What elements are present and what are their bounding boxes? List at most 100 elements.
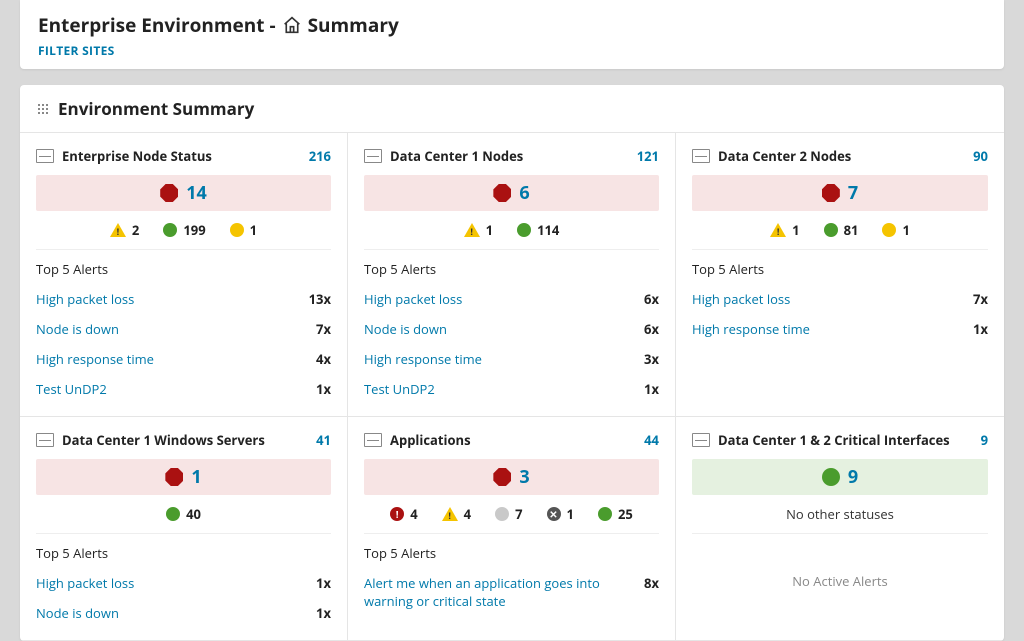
status-item[interactable]: 25 xyxy=(598,505,633,523)
status-banner[interactable]: 1 xyxy=(36,459,331,495)
card-count[interactable]: 216 xyxy=(309,147,331,165)
alert-link[interactable]: Node is down xyxy=(36,320,119,338)
down-icon: ✕ xyxy=(547,507,561,521)
status-banner[interactable]: 7 xyxy=(692,175,988,211)
alert-link[interactable]: High response time xyxy=(364,350,482,368)
alert-link[interactable]: Test UnDP2 xyxy=(36,380,107,398)
environment-summary-section: Environment Summary Enterprise Node Stat… xyxy=(20,85,1004,641)
ok-icon xyxy=(598,507,612,521)
alert-count: 1x xyxy=(316,604,331,622)
alerts-title: Top 5 Alerts xyxy=(36,544,331,562)
section-header: Environment Summary xyxy=(20,85,1004,133)
unreachable-icon xyxy=(495,507,509,521)
critical-icon xyxy=(822,184,840,202)
status-banner[interactable]: 9 xyxy=(692,459,988,495)
alert-link[interactable]: Alert me when an application goes into w… xyxy=(364,574,600,610)
warning-icon xyxy=(770,223,786,237)
alert-count: 6x xyxy=(644,290,659,308)
alert-count: 1x xyxy=(973,320,988,338)
status-item[interactable]: 7 xyxy=(495,505,522,523)
ok-icon xyxy=(166,507,180,521)
alerts-title: Top 5 Alerts xyxy=(364,260,659,278)
alert-link[interactable]: High response time xyxy=(692,320,810,338)
critical-alert-icon: ! xyxy=(390,507,404,521)
card-count[interactable]: 41 xyxy=(316,431,331,449)
status-item[interactable]: 1 xyxy=(882,221,909,239)
status-item[interactable]: ✕1 xyxy=(547,505,574,523)
status-item[interactable]: 199 xyxy=(163,221,205,239)
alert-link[interactable]: High response time xyxy=(36,350,154,368)
ok-icon xyxy=(163,223,177,237)
ok-icon xyxy=(517,223,531,237)
banner-value: 7 xyxy=(848,181,858,205)
alert-row: Node is down 1x xyxy=(36,598,331,628)
card-dc2-nodes: Data Center 2 Nodes9071811Top 5 AlertsHi… xyxy=(676,133,1004,417)
alert-link[interactable]: Test UnDP2 xyxy=(364,380,435,398)
status-item[interactable]: 2 xyxy=(110,221,139,239)
status-item[interactable]: 1 xyxy=(230,221,257,239)
status-item[interactable]: 1 xyxy=(770,221,799,239)
node-icon xyxy=(692,433,710,447)
alert-count: 4x xyxy=(316,350,331,368)
status-item[interactable]: 4 xyxy=(442,505,471,523)
status-item[interactable]: 40 xyxy=(166,505,201,523)
card-count[interactable]: 9 xyxy=(981,431,988,449)
alert-link[interactable]: High packet loss xyxy=(36,574,134,592)
node-icon xyxy=(36,433,54,447)
card-count[interactable]: 121 xyxy=(637,147,659,165)
card-critical-interfaces: Data Center 1 & 2 Critical Interfaces99N… xyxy=(676,417,1004,641)
alert-row: High response time3x xyxy=(364,344,659,374)
card-head: Data Center 1 & 2 Critical Interfaces9 xyxy=(692,431,988,449)
card-dc1-nodes: Data Center 1 Nodes12161114Top 5 AlertsH… xyxy=(348,133,676,417)
status-row: 2 199 1 xyxy=(36,217,331,250)
critical-icon xyxy=(493,468,511,486)
alert-link[interactable]: High packet loss xyxy=(364,290,462,308)
node-icon xyxy=(692,149,710,163)
banner-value: 14 xyxy=(186,181,207,205)
banner-value: 1 xyxy=(191,465,201,489)
alert-row: Node is down 7x xyxy=(36,314,331,344)
home-icon xyxy=(282,16,302,34)
filter-sites-link[interactable]: FILTER SITES xyxy=(38,42,115,59)
banner-value: 9 xyxy=(848,465,858,489)
status-banner[interactable]: 14 xyxy=(36,175,331,211)
title-suffix: Summary xyxy=(308,12,399,38)
card-count[interactable]: 44 xyxy=(644,431,659,449)
alert-link[interactable]: High packet loss xyxy=(692,290,790,308)
card-head: Data Center 2 Nodes90 xyxy=(692,147,988,165)
drag-handle-icon[interactable] xyxy=(38,104,48,114)
status-banner[interactable]: 6 xyxy=(364,175,659,211)
ok-icon xyxy=(824,223,838,237)
alert-link[interactable]: Node is down xyxy=(36,604,119,622)
alerts-title: Top 5 Alerts xyxy=(364,544,659,562)
alert-count: 1x xyxy=(316,574,331,592)
page-title: Enterprise Environment - Summary xyxy=(38,12,986,38)
alert-row: Test UnDP21x xyxy=(36,374,331,404)
warning-icon xyxy=(442,507,458,521)
critical-icon xyxy=(493,184,511,202)
status-item[interactable]: 114 xyxy=(517,221,559,239)
status-item[interactable]: 1 xyxy=(464,221,493,239)
critical-icon xyxy=(165,468,183,486)
card-count[interactable]: 90 xyxy=(973,147,988,165)
status-banner[interactable]: 3 xyxy=(364,459,659,495)
card-head: Enterprise Node Status216 xyxy=(36,147,331,165)
banner-value: 6 xyxy=(519,181,529,205)
status-count: 1 xyxy=(567,505,574,523)
alert-row: High packet loss13x xyxy=(36,284,331,314)
alert-row: High response time 1x xyxy=(692,314,988,344)
status-item[interactable]: 81 xyxy=(824,221,859,239)
node-icon xyxy=(364,433,382,447)
alert-link[interactable]: Node is down xyxy=(364,320,447,338)
status-item[interactable]: !4 xyxy=(390,505,417,523)
alert-count: 7x xyxy=(316,320,331,338)
banner-value: 3 xyxy=(519,465,529,489)
status-count: 1 xyxy=(792,221,799,239)
status-count: 1 xyxy=(486,221,493,239)
status-count: 81 xyxy=(844,221,859,239)
status-count: 2 xyxy=(132,221,139,239)
status-count: 25 xyxy=(618,505,633,523)
alert-link[interactable]: High packet loss xyxy=(36,290,134,308)
no-statuses-label: No other statuses xyxy=(692,501,988,534)
unknown-icon xyxy=(882,223,896,237)
